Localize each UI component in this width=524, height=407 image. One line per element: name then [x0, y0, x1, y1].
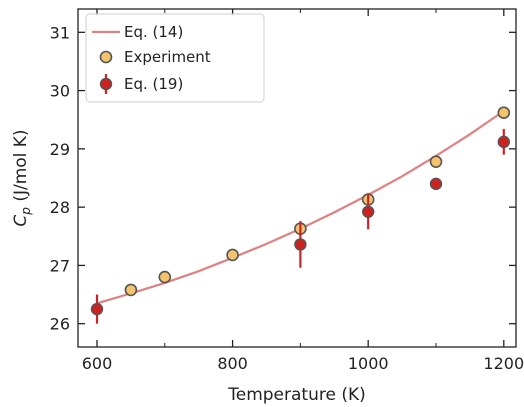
x-tick-label: 600 — [82, 354, 113, 373]
legend-label-experiment: Experiment — [124, 48, 211, 66]
series-layer — [90, 106, 511, 324]
legend-box — [85, 13, 265, 103]
y-tick-label: 26 — [50, 315, 70, 334]
y-axis-symbol: C — [11, 215, 31, 227]
eq19-point — [361, 205, 375, 219]
y-tick-label: 29 — [50, 140, 70, 159]
series-line-eq14 — [96, 110, 505, 305]
eq19-point — [429, 177, 443, 191]
legend-swatch-experiment — [99, 50, 113, 64]
x-tick-label: 1200 — [483, 354, 524, 373]
y-tick-label: 30 — [50, 82, 70, 101]
x-tick-label: 1000 — [348, 354, 389, 373]
x-tick-label: 800 — [217, 354, 248, 373]
experiment-point — [429, 155, 443, 168]
eq19-point — [497, 135, 510, 149]
experiment-point — [497, 106, 511, 120]
y-tick-label: 28 — [50, 198, 70, 217]
eq19-point — [294, 238, 307, 251]
plot-frame — [77, 8, 517, 348]
eq19-point — [90, 302, 104, 316]
y-axis-subscript: p — [19, 207, 33, 216]
y-tick-label: 27 — [50, 256, 70, 275]
legend-label-eq19: Eq. (19) — [124, 75, 183, 93]
y-tick-label: 31 — [50, 23, 70, 42]
experiment-point — [158, 270, 172, 284]
y-axis-title: Cp (J/mol K) — [11, 129, 33, 226]
legend-label-eq14: Eq. (14) — [124, 23, 183, 41]
axes: 600 800 1000 1200 26 27 28 29 30 31 Temperature (K… — [11, 8, 524, 405]
y-axis-unit: (J/mol K) — [11, 129, 31, 207]
experiment-point — [226, 248, 239, 262]
legend: Eq. (14) Experiment Eq. (19) — [85, 13, 265, 103]
legend-swatch-eq19 — [99, 77, 113, 91]
experiment-point — [124, 283, 138, 297]
x-axis-title: Temperature (K) — [227, 385, 366, 405]
